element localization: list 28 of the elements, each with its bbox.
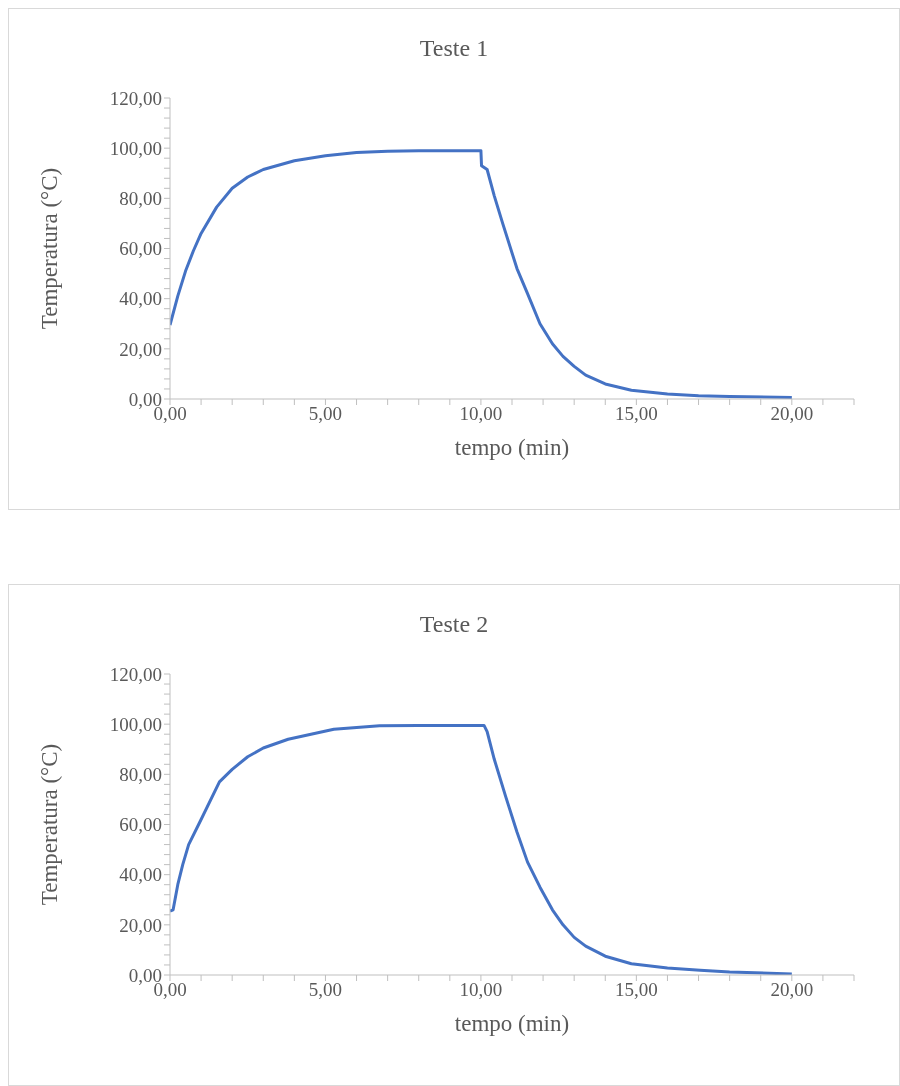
x-tick-label: 10,00: [459, 403, 503, 425]
x-tick-label: 5,00: [308, 979, 343, 1001]
y-tick-label: 100,00: [109, 137, 162, 159]
y-tick-label: 120,00: [109, 87, 162, 109]
x-tick-label: 5,00: [308, 403, 343, 425]
chart-title: Teste 2: [418, 611, 490, 638]
x-tick-label: 20,00: [770, 979, 814, 1001]
y-tick-label: 40,00: [119, 864, 162, 886]
y-tick-label: 60,00: [119, 814, 162, 836]
y-tick-label: 40,00: [119, 288, 162, 310]
y-axis-title: Temperatura (°C): [37, 743, 63, 906]
x-axis-title: tempo (min): [454, 435, 570, 461]
y-tick-label: 60,00: [119, 238, 162, 260]
y-tick-label: 80,00: [119, 764, 162, 786]
y-tick-label: 100,00: [109, 713, 162, 735]
y-tick-label: 20,00: [119, 914, 162, 936]
line-series: [170, 149, 794, 399]
x-tick-label: 10,00: [459, 979, 503, 1001]
x-tick-label: 20,00: [770, 403, 814, 425]
chart-title: Teste 1: [418, 35, 490, 62]
x-tick-label: 15,00: [614, 979, 658, 1001]
y-tick-label: 80,00: [119, 188, 162, 210]
y-tick-label: 20,00: [119, 338, 162, 360]
line-series: [170, 723, 794, 975]
y-axis-title: Temperatura (°C): [37, 167, 63, 330]
y-tick-label: 120,00: [109, 663, 162, 685]
x-tick-label: 15,00: [614, 403, 658, 425]
x-axis-title: tempo (min): [454, 1011, 570, 1037]
